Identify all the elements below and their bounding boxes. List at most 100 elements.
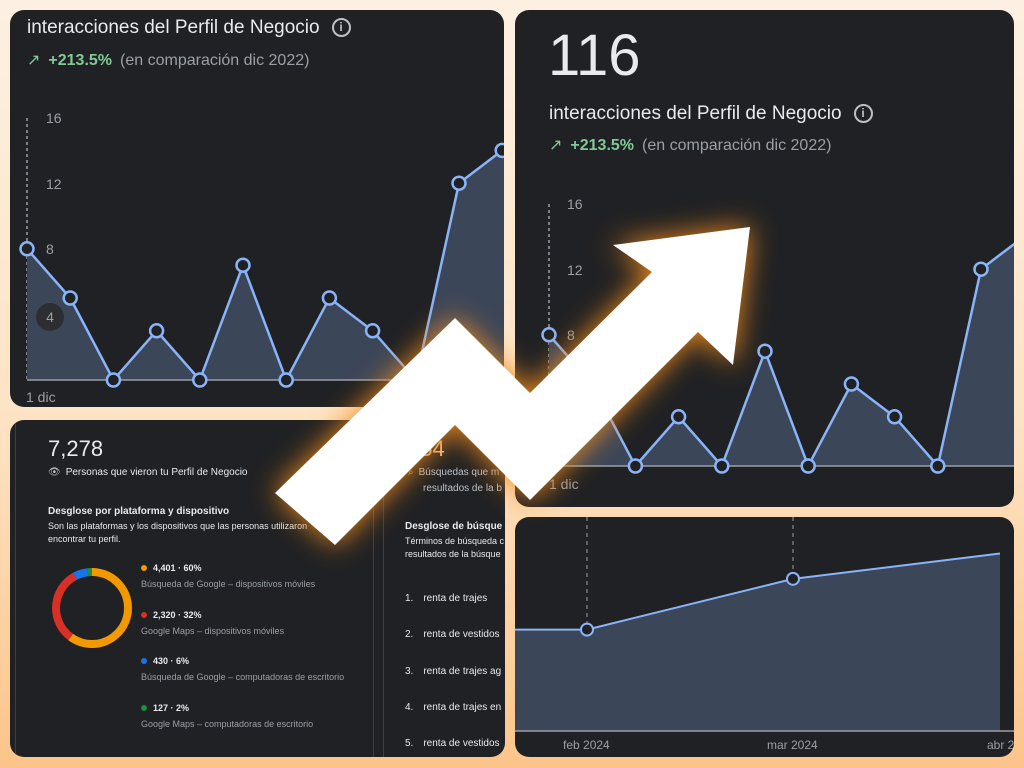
interactions-chart <box>541 204 1014 474</box>
total-interactions: 116 <box>548 23 641 88</box>
legend-dot-icon <box>141 611 147 618</box>
divider <box>15 420 16 757</box>
data-point <box>584 376 600 392</box>
data-point <box>973 261 989 277</box>
data-point <box>408 372 424 388</box>
data-point <box>364 323 381 339</box>
trend-row: ↗ +213.5% (en comparación dic 2022) <box>27 50 309 70</box>
term-text: renta de trajes en <box>423 701 502 713</box>
data-point <box>105 372 122 388</box>
term-rank: 5. <box>405 738 414 750</box>
comparison-text: (en comparación dic 2022) <box>120 52 310 69</box>
divider <box>383 420 384 757</box>
y-tick: 8 <box>567 327 575 343</box>
search-term[interactable]: 4. renta de trajes en <box>405 702 501 713</box>
title-text: interacciones del Perfil de Negocio <box>27 17 320 38</box>
views-label: Personas que vieron tu Perfil de Negocio <box>65 467 248 478</box>
data-point <box>235 257 251 273</box>
search-term[interactable]: 2. renta de vestidos <box>405 629 500 640</box>
legend-value-text: 2,320 · 32% <box>153 609 202 620</box>
card-title: interacciones del Perfil de Negocio i <box>549 103 873 125</box>
x-label: 1 dic <box>26 389 56 405</box>
data-point <box>843 376 860 392</box>
search-label-row: ⌕ Búsquedas que m <box>408 467 499 478</box>
views-search-card: 7,278 👁 Personas que vieron tu Perfil de … <box>10 420 505 757</box>
info-icon[interactable]: i <box>853 104 873 123</box>
y-tick: 12 <box>567 262 583 278</box>
term-text: renta de vestidos <box>423 738 500 750</box>
title-text: interacciones del Perfil de Negocio <box>549 103 842 124</box>
search-label: Búsquedas que m <box>418 467 500 478</box>
search-total: 354 <box>408 436 445 461</box>
legend-label: Google Maps – computadoras de escritorio <box>141 718 314 729</box>
data-point <box>62 290 78 306</box>
comparison-text: (en comparación dic 2022) <box>642 137 832 154</box>
series-line <box>515 552 1001 631</box>
views-total: 7,278 <box>48 436 104 461</box>
legend-value-text: 430 · 6% <box>153 656 190 666</box>
donut-segment <box>52 568 132 648</box>
info-icon[interactable]: i <box>331 18 351 37</box>
legend-value-text: 127 · 2% <box>153 702 190 713</box>
term-rank: 2. <box>405 629 414 641</box>
data-point <box>541 327 557 343</box>
donut-segment <box>52 568 132 648</box>
legend-value: 4,401 · 60% <box>141 563 202 573</box>
data-point <box>930 458 946 474</box>
change-value: +213.5% <box>570 137 635 154</box>
x-label: 1 dic <box>549 476 579 492</box>
data-point <box>192 372 208 388</box>
legend-dot-icon <box>141 565 147 571</box>
term-text: renta de vestidos <box>423 629 500 641</box>
data-point <box>786 571 800 586</box>
legend-label: Búsqueda de Google – dispositivos móvile… <box>141 579 316 589</box>
area-fill <box>515 553 1000 731</box>
data-point <box>148 323 165 339</box>
area-fill <box>27 150 504 380</box>
data-point <box>580 622 594 637</box>
data-point <box>19 241 35 257</box>
legend-value: 127 · 2% <box>141 703 189 713</box>
term-text: renta de trajes <box>423 593 488 604</box>
search-breakdown-desc: Términos de búsqueda c <box>405 536 505 546</box>
data-point <box>670 409 687 425</box>
legend-value: 430 · 6% <box>141 656 189 666</box>
x-tick: abr 2 <box>987 738 1014 752</box>
legend-dot-icon <box>141 704 147 711</box>
search-label: resultados de la b <box>423 483 502 494</box>
y-tick: 16 <box>567 196 583 212</box>
data-point <box>627 458 644 474</box>
divider <box>373 420 374 757</box>
legend-value-text: 4,401 · 60% <box>153 563 202 573</box>
y-tick: 16 <box>46 110 62 126</box>
interactions-card-large: 116 interacciones del Perfil de Negocio i… <box>515 10 1014 507</box>
search-breakdown-title: Desglose de búsque <box>405 521 503 532</box>
interactions-chart <box>19 118 504 388</box>
search-term[interactable]: 5. renta de vestidos <box>405 738 500 749</box>
x-tick: mar 2024 <box>767 738 818 752</box>
views-label-row: 👁 Personas que vieron tu Perfil de Negoci… <box>48 467 247 478</box>
legend-value: 2,320 · 32% <box>141 610 202 620</box>
data-point <box>494 142 504 159</box>
breakdown-title: Desglose por plataforma y dispositivo <box>48 506 230 517</box>
trend-row: ↗ +213.5% (en comparación dic 2022) <box>549 135 831 155</box>
term-text: renta de trajes ag <box>423 665 502 677</box>
eye-icon: 👁 <box>48 467 61 478</box>
donut-chart <box>52 568 132 648</box>
interactions-card-small: interacciones del Perfil de Negocio i ↗ +2… <box>10 10 504 407</box>
breakdown-desc: Son las plataformas y los dispositivos q… <box>48 521 308 531</box>
x-tick: feb 2024 <box>563 738 610 752</box>
y-tick: 8 <box>46 241 54 257</box>
search-term[interactable]: 3. renta de trajes ag <box>405 666 501 677</box>
legend-label: Búsqueda de Google – computadoras de esc… <box>141 672 345 682</box>
data-point <box>757 343 773 359</box>
change-value: +213.5% <box>48 52 113 69</box>
data-point <box>800 458 816 474</box>
legend-dot-icon <box>141 658 147 664</box>
card-title: interacciones del Perfil de Negocio i <box>27 17 351 39</box>
data-point <box>451 175 467 191</box>
search-term[interactable]: 1. renta de trajes <box>405 593 487 604</box>
legend-label: Google Maps – dispositivos móviles <box>141 625 285 636</box>
y-tick: 12 <box>46 176 62 192</box>
term-rank: 1. <box>405 593 414 604</box>
